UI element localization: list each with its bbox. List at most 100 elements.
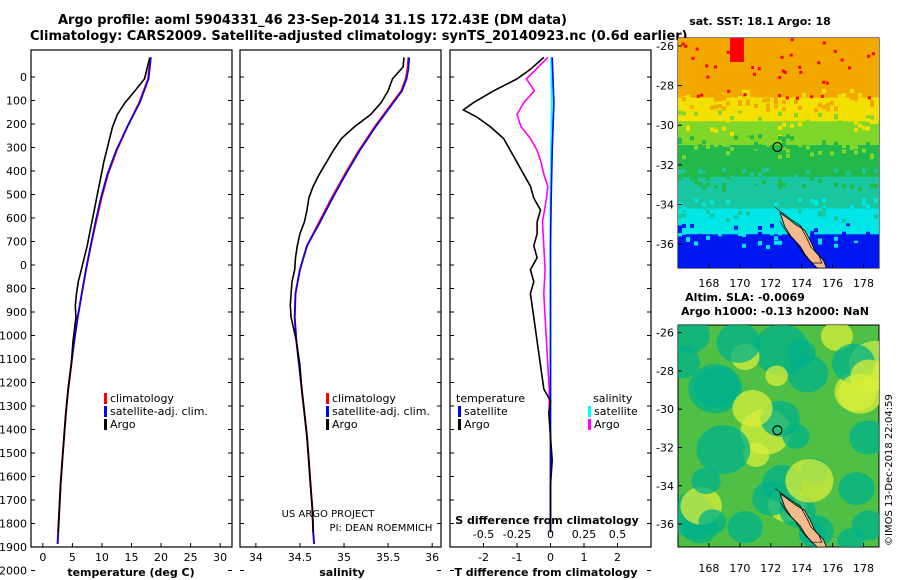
map-x-tick-label: 172 xyxy=(760,277,781,290)
sst-pixel xyxy=(846,171,850,176)
sst-pixel xyxy=(682,213,686,218)
x-tick-label: 35.5 xyxy=(376,551,401,564)
sst-pixel xyxy=(682,223,686,228)
salinity-legend-label: climatology xyxy=(332,392,396,405)
sst-pixel xyxy=(862,181,866,186)
sst-warm-pixel xyxy=(743,93,747,97)
sst-pixel xyxy=(862,169,866,174)
sst-pixel xyxy=(774,218,778,223)
sst-pixel xyxy=(734,225,738,230)
temperature-argo-line xyxy=(57,57,151,533)
sst-pixel xyxy=(870,183,874,188)
sst-pixel xyxy=(834,121,838,126)
sst-pixel xyxy=(698,150,702,155)
sst-pixel xyxy=(850,235,854,240)
sst-pixel xyxy=(726,166,730,171)
sst-pixel xyxy=(738,205,742,210)
sst-pixel xyxy=(782,122,786,127)
sst-pixel xyxy=(770,113,774,118)
sst-pixel xyxy=(754,185,758,190)
sst-map-title: sat. SST: 18.1 Argo: 18 xyxy=(689,15,831,28)
sst-pixel xyxy=(726,200,730,205)
sst-pixel xyxy=(818,103,822,108)
salinity-panel-frame xyxy=(239,49,442,548)
depth-tick-label: 0 xyxy=(20,71,27,84)
sst-pixel xyxy=(874,110,878,115)
map-x-tick-label: 176 xyxy=(822,277,843,290)
sst-pixel xyxy=(822,143,826,148)
sst-pixel xyxy=(822,89,826,94)
temperature-legend-label: Argo xyxy=(110,418,136,431)
sla-map-subtitle: Argo h1000: -0.13 h2000: NaN xyxy=(681,305,869,318)
sst-pixel xyxy=(746,131,750,136)
sst-warm-pixel xyxy=(706,75,710,79)
sst-pixel xyxy=(802,151,806,156)
sst-pixel xyxy=(790,186,794,191)
sla-blob xyxy=(850,359,879,393)
sst-pixel xyxy=(754,167,758,172)
sst-pixel xyxy=(678,128,682,133)
sst-pixel xyxy=(790,210,794,215)
sst-pixel xyxy=(778,111,782,116)
sst-pixel xyxy=(754,103,758,108)
sst-band xyxy=(678,97,879,123)
sst-pixel xyxy=(714,243,718,248)
depth-tick-label: 1100 xyxy=(0,353,27,366)
depth-tick-label: 1200 xyxy=(0,377,27,390)
depth-tick-label: 1400 xyxy=(0,424,27,437)
sst-pixel xyxy=(818,146,822,151)
sla-blob xyxy=(696,425,751,475)
sst-pixel xyxy=(766,112,770,117)
sst-pixel xyxy=(690,155,694,160)
depth-tick-label: 2000 xyxy=(0,565,27,578)
sst-pixel xyxy=(826,243,830,248)
sst-pixel xyxy=(738,95,742,100)
sst-warm-pixel xyxy=(681,42,685,46)
sst-pixel xyxy=(842,218,846,223)
sst-pixel xyxy=(694,175,698,180)
sst-pixel xyxy=(810,155,814,160)
sst-pixel xyxy=(742,232,746,237)
sst-warm-pixel xyxy=(790,38,794,42)
sst-pixel xyxy=(834,106,838,111)
sst-pixel xyxy=(754,125,758,130)
salinity-diff-tick-label: -0.25 xyxy=(503,528,531,541)
x-tick-label: 30 xyxy=(213,551,227,564)
sst-pixel xyxy=(778,240,782,245)
sst-pixel xyxy=(682,111,686,116)
sst-pixel xyxy=(870,105,874,110)
sst-pixel xyxy=(786,125,790,130)
sst-pixel xyxy=(838,225,842,230)
sst-pixel xyxy=(742,213,746,218)
sst-pixel xyxy=(834,141,838,146)
sst-pixel xyxy=(814,237,818,242)
sst-pixel xyxy=(722,106,726,111)
sst-pixel xyxy=(850,89,854,94)
x-tick-label: 15 xyxy=(125,551,139,564)
shelf-contour xyxy=(775,488,823,543)
sst-pixel xyxy=(718,104,722,109)
sla-blob xyxy=(698,509,727,535)
sst-pixel xyxy=(818,240,822,245)
sst-warm-pixel xyxy=(789,53,793,57)
sst-pixel xyxy=(730,212,734,217)
sst-pixel xyxy=(710,183,714,188)
sst-warm-pixel xyxy=(840,58,844,62)
sst-pixel xyxy=(694,167,698,172)
sla-blob xyxy=(849,420,879,455)
sst-pixel xyxy=(698,169,702,174)
sst-pixel xyxy=(806,118,810,123)
sst-pixel xyxy=(830,129,834,134)
sst-warm-pixel xyxy=(799,70,803,74)
sst-pixel xyxy=(682,96,686,101)
sst-pixel xyxy=(862,113,866,118)
sst-pixel xyxy=(746,141,750,146)
sst-pixel xyxy=(702,171,706,176)
sst-pixel xyxy=(858,92,862,97)
sst-pixel xyxy=(822,207,826,212)
sst-pixel xyxy=(746,99,750,104)
sst-warm-pixel xyxy=(696,94,700,98)
sst-pixel xyxy=(782,99,786,104)
sst-warm-pixel xyxy=(691,56,695,60)
sst-pixel xyxy=(702,202,706,207)
